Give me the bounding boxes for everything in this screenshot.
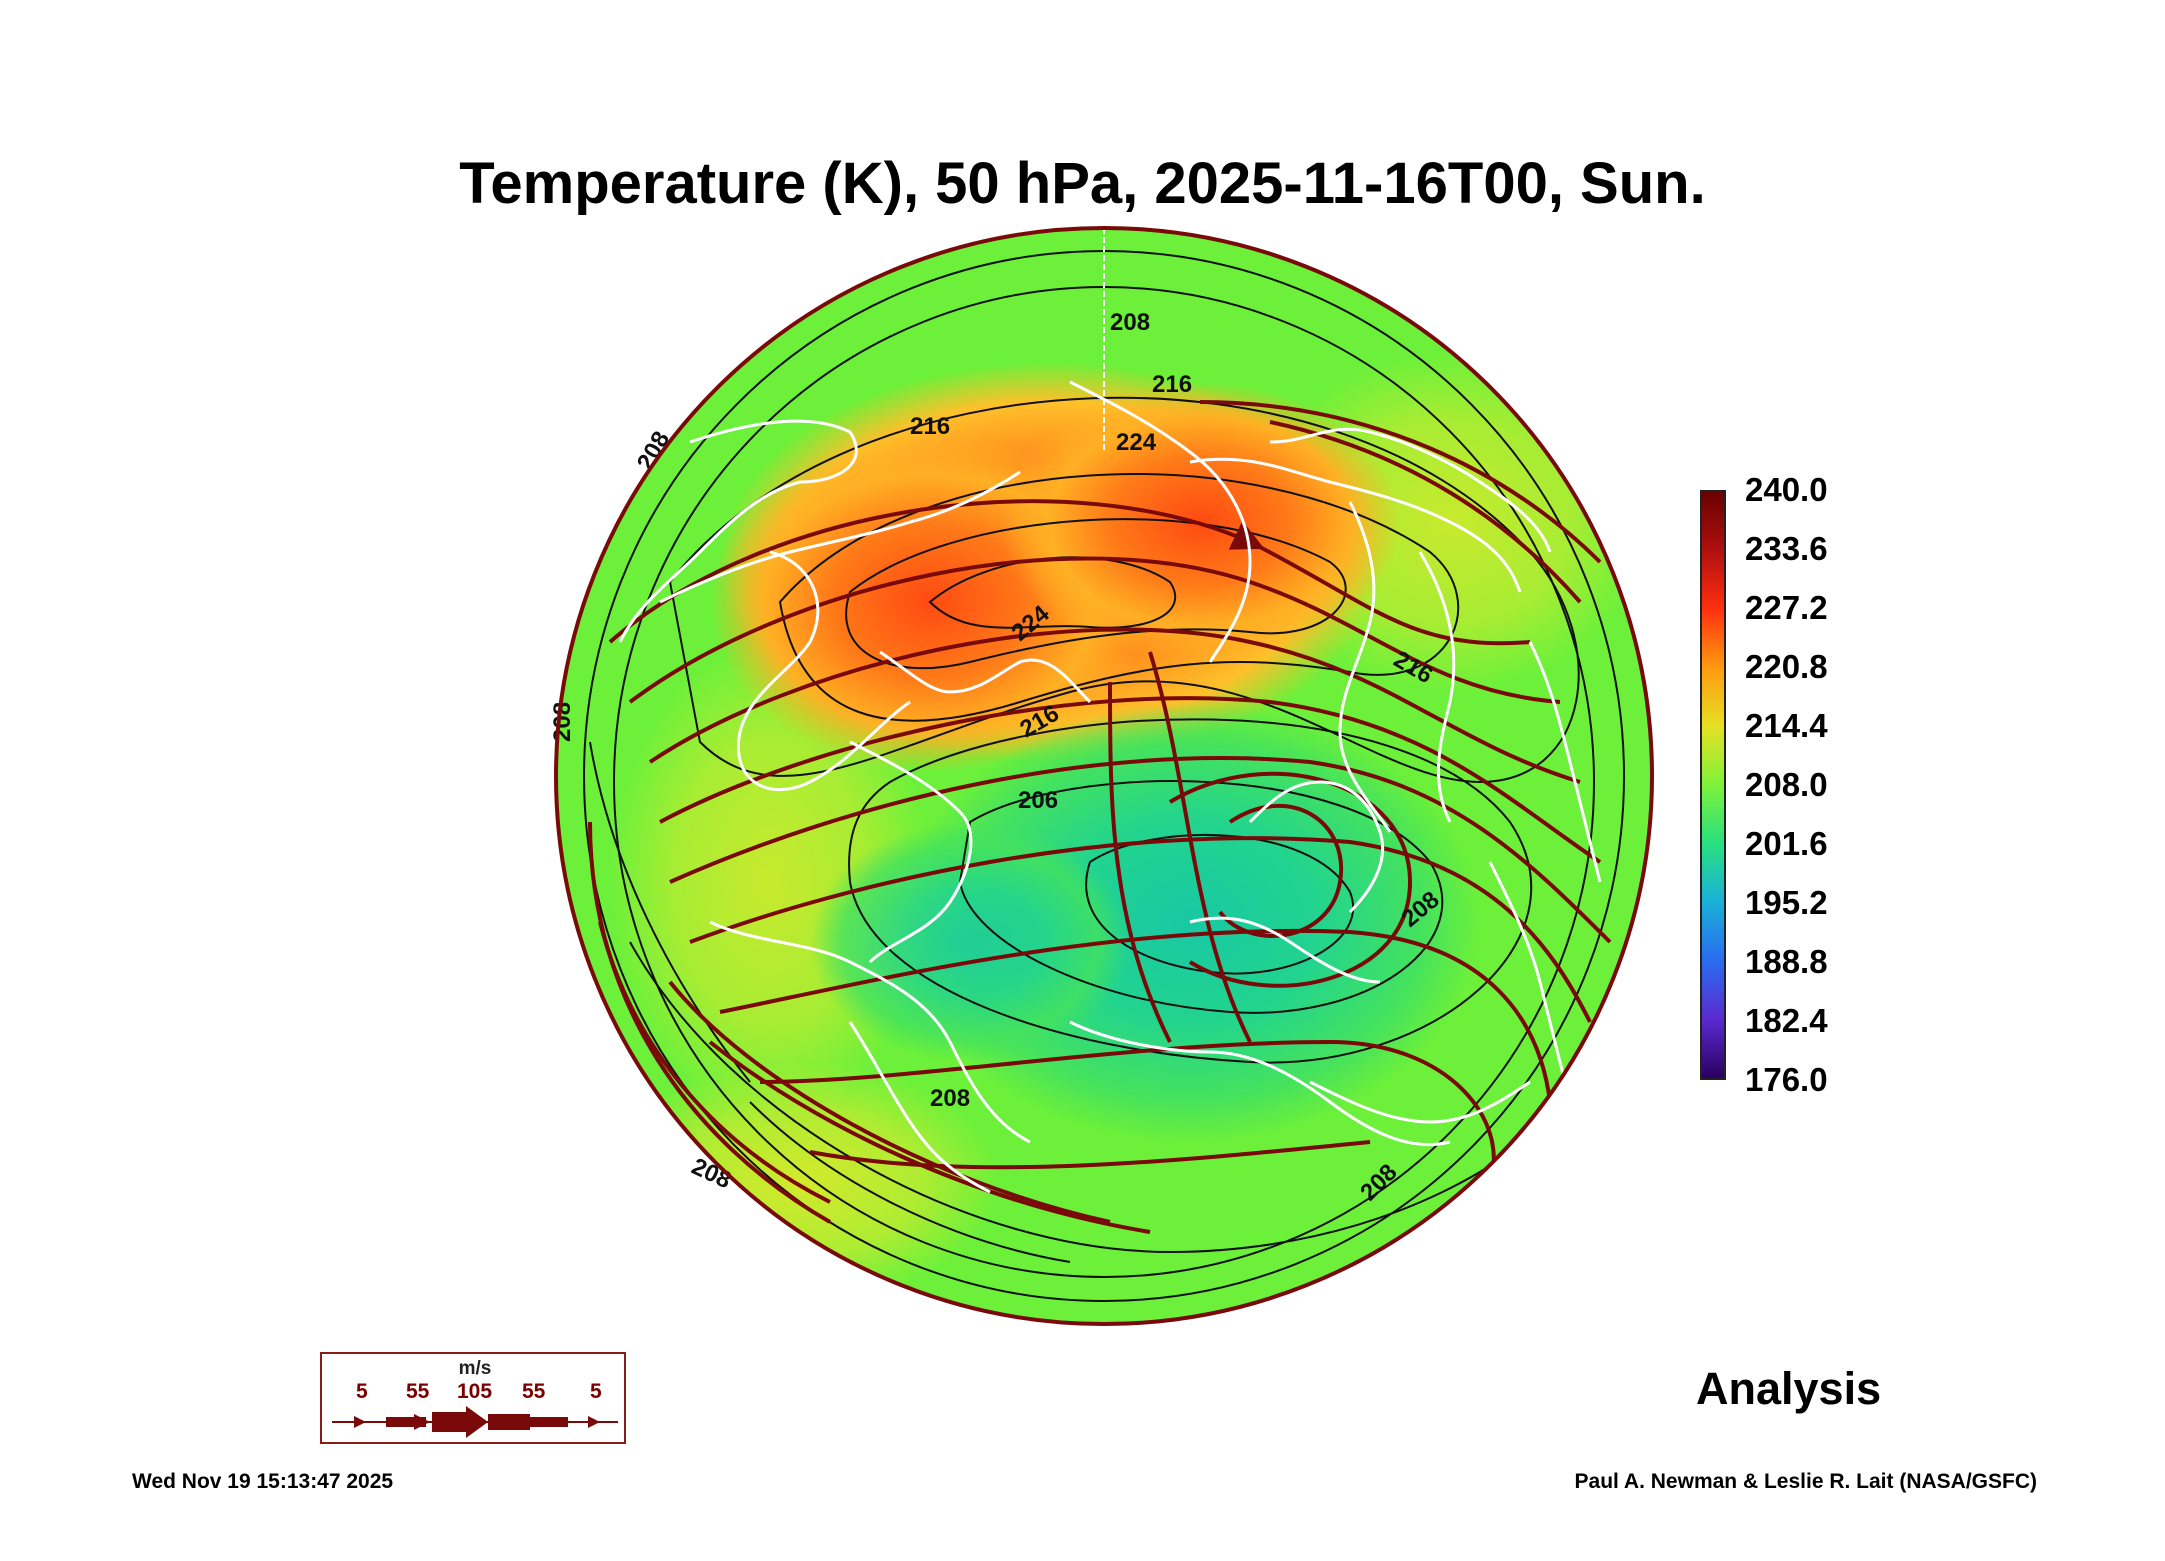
contour-label: 208 (1110, 309, 1150, 336)
colorbar-tick-label: 201.6 (1745, 825, 1828, 862)
wind-legend-value: 55 (522, 1380, 546, 1403)
wind-legend-value: 55 (406, 1380, 430, 1403)
contour-label: 208 (550, 702, 576, 742)
wind-legend-value: 105 (457, 1380, 493, 1403)
chart-title: Temperature (K), 50 hPa, 2025-11-16T00, … (459, 151, 1706, 216)
colorbar-tick-label: 240.0 (1745, 471, 1828, 508)
colorbar-tick-label: 208.0 (1745, 766, 1828, 803)
wind-legend-value: 5 (356, 1380, 368, 1403)
polar-temperature-map: 208 216 224 208 216 208 224 216 206 216 … (550, 222, 1658, 1330)
colorbar-tick-label: 195.2 (1745, 884, 1828, 921)
footer-credit: Paul A. Newman & Leslie R. Lait (NASA/GS… (1574, 1470, 2037, 1493)
colorbar-tick-label: 188.8 (1745, 943, 1828, 980)
wind-speed-legend: m/s 5 55 105 55 5 (320, 1352, 626, 1444)
wind-legend-graphic (332, 1406, 618, 1438)
wind-streamlines (588, 400, 1612, 1234)
footer-timestamp: Wed Nov 19 15:13:47 2025 (132, 1470, 394, 1493)
wind-legend-value: 5 (590, 1380, 602, 1403)
temperature-colorbar (1700, 490, 1726, 1080)
wind-legend-unit: m/s (458, 1358, 492, 1379)
contour-label: 206 (1018, 787, 1058, 814)
globe-outline (554, 226, 1654, 1326)
colorbar-tick-label: 182.4 (1745, 1002, 1828, 1039)
colorbar-tick-label: 220.8 (1745, 648, 1828, 685)
colorbar-labels: 240.0 233.6 227.2 220.8 214.4 208.0 201.6 195.2… (1745, 472, 1885, 1102)
colorbar-tick-label: 214.4 (1745, 707, 1828, 744)
colorbar-tick-label: 227.2 (1745, 589, 1828, 626)
temperature-contours (583, 250, 1625, 1302)
colorbar-tick-label: 176.0 (1745, 1061, 1828, 1098)
contour-label: 224 (1116, 429, 1157, 456)
contour-label: 216 (910, 413, 950, 440)
map-svg: 208 216 224 208 216 208 224 216 206 216 … (550, 226, 1654, 1326)
colorbar-tick-label: 233.6 (1745, 530, 1828, 567)
contour-label: 216 (1152, 371, 1192, 398)
analysis-label: Analysis (1696, 1363, 1882, 1414)
coastlines (618, 380, 1602, 1194)
contour-label: 208 (930, 1085, 970, 1112)
